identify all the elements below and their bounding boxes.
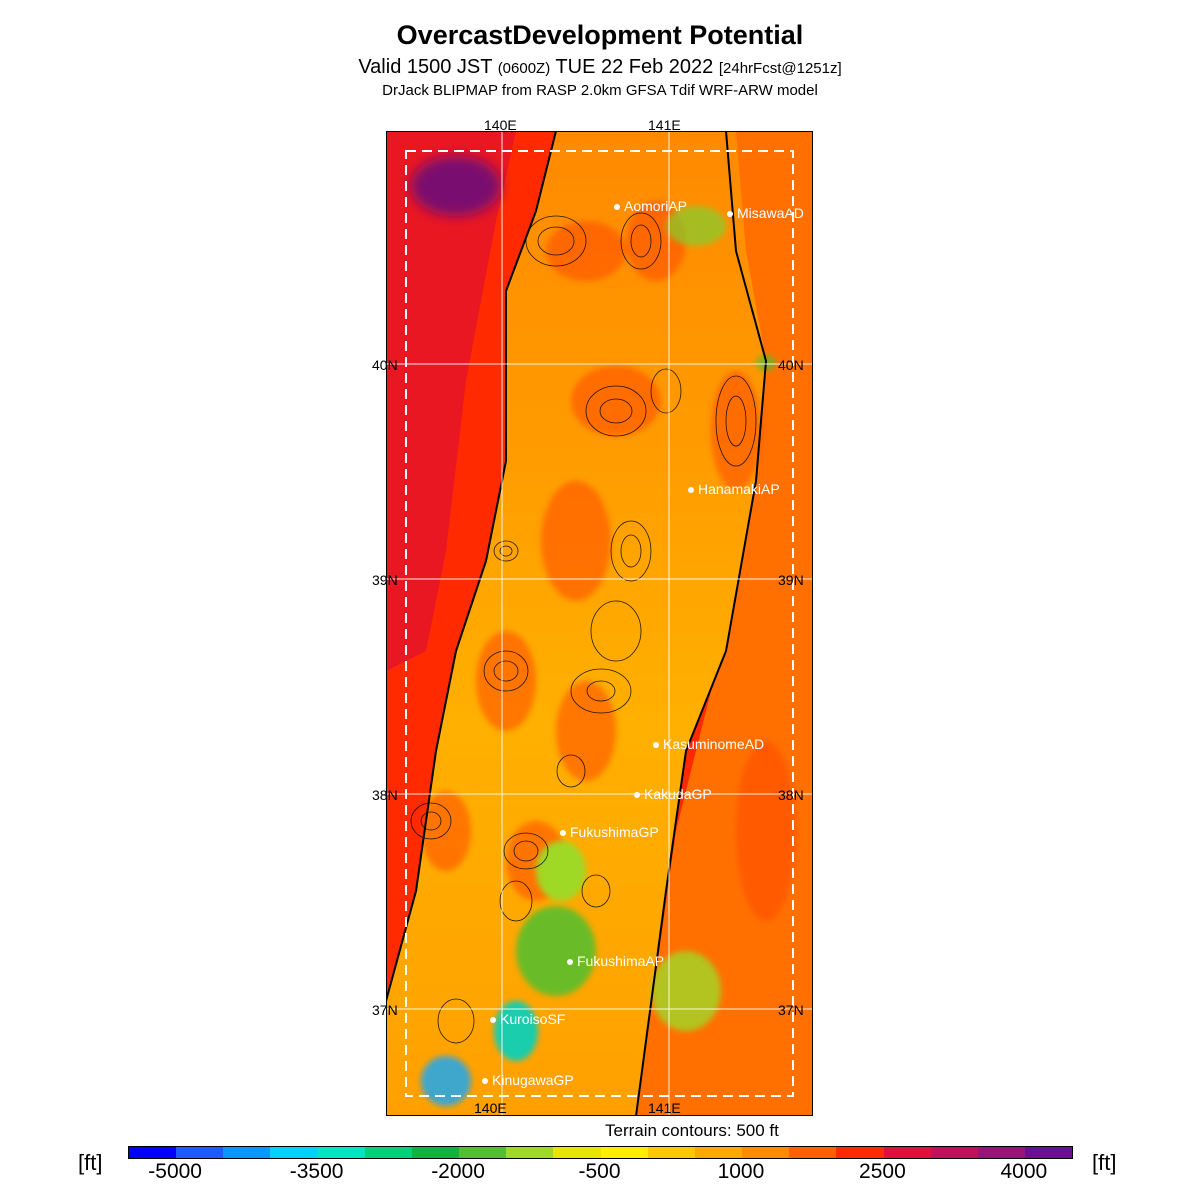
station-kuroiso-sf: KuroisoSF bbox=[490, 1012, 565, 1026]
station-marker-icon bbox=[614, 204, 620, 211]
zulu-time: (0600Z) bbox=[497, 60, 551, 77]
lat-label-left-40n: 40N bbox=[372, 357, 398, 373]
lon-label-bottom-140e: 140E bbox=[474, 1100, 507, 1116]
lat-label-right-38n: 38N bbox=[778, 787, 804, 803]
lat-label-right-40n: 40N bbox=[778, 357, 804, 373]
station-aomori-ap: AomoriAP bbox=[614, 199, 687, 213]
terrain-contours bbox=[410, 212, 757, 1044]
lon-label-bottom-141e: 141E bbox=[648, 1100, 681, 1116]
forecast-date: TUE 22 Feb 2022 bbox=[555, 56, 714, 78]
station-kakuda-gp: KakudaGP bbox=[634, 787, 712, 801]
lat-label-right-39n: 39N bbox=[778, 572, 804, 588]
colorbar-unit-right: [ft] bbox=[1092, 1150, 1117, 1175]
colorbar-tick-label: -3500 bbox=[289, 1160, 344, 1183]
lon-label-top-140e: 140E bbox=[484, 117, 517, 133]
station-marker-icon bbox=[490, 1017, 496, 1024]
colorbar-tick-label: 1000 bbox=[717, 1160, 765, 1183]
land-area bbox=[386, 131, 766, 1116]
station-marker-icon bbox=[567, 959, 573, 966]
station-marker-icon bbox=[482, 1078, 488, 1085]
map-frame bbox=[386, 131, 813, 1116]
coastline bbox=[386, 131, 557, 1002]
colorbar-swatch bbox=[129, 1147, 177, 1158]
colorbar-swatch bbox=[883, 1147, 931, 1158]
station-marker-icon bbox=[727, 211, 733, 218]
colorbar-swatch bbox=[223, 1147, 271, 1158]
colorbar-tick-label: -2000 bbox=[431, 1160, 485, 1183]
station-marker-icon bbox=[653, 742, 659, 749]
station-marker-icon bbox=[688, 487, 694, 494]
domain-boundary bbox=[405, 150, 794, 1097]
colorbar-swatch bbox=[506, 1147, 554, 1158]
colorbar bbox=[128, 1146, 1073, 1159]
lat-label-left-38n: 38N bbox=[372, 787, 398, 803]
colorbar-tick-label: 2500 bbox=[859, 1160, 906, 1183]
lat-label-right-37n: 37N bbox=[778, 1002, 804, 1018]
colorbar-swatch bbox=[694, 1147, 743, 1158]
lat-label-left-37n: 37N bbox=[372, 1002, 398, 1018]
colorbar-tick-label: 4000 bbox=[1000, 1160, 1048, 1183]
colorbar-swatch bbox=[742, 1147, 790, 1158]
lon-label-top-141e: 141E bbox=[648, 117, 681, 133]
colorbar-swatch bbox=[836, 1147, 884, 1158]
map-panel: 140E 141E 140E 141E 40N 39N 38N 37N 40N … bbox=[372, 118, 813, 1116]
colorbar-swatch bbox=[789, 1147, 837, 1158]
high-potential-zones bbox=[421, 201, 796, 921]
station-fukushima-ap: FukushimaAP bbox=[567, 954, 664, 968]
forecast-map bbox=[386, 131, 813, 1116]
colorbar-swatch bbox=[411, 1147, 460, 1158]
colorbar-swatch bbox=[553, 1147, 601, 1158]
valid-time-line: Valid 1500 JST (0600Z) TUE 22 Feb 2022 [… bbox=[0, 56, 1200, 79]
station-kinugawa-gp: KinugawaGP bbox=[482, 1073, 574, 1087]
model-description: DrJack BLIPMAP from RASP 2.0km GFSA Tdif… bbox=[382, 82, 818, 99]
colorbar-swatch bbox=[977, 1147, 1025, 1158]
colorbar-swatch bbox=[459, 1147, 507, 1158]
colorbar-unit-left: [ft] bbox=[78, 1150, 103, 1175]
station-fukushima-gp: FukushimaGP bbox=[560, 825, 659, 839]
colorbar-swatch bbox=[1024, 1147, 1073, 1158]
colorbar-swatch bbox=[600, 1147, 648, 1158]
chart-title: OvercastDevelopment Potential bbox=[396, 20, 804, 50]
sea-offshore-band bbox=[386, 131, 516, 671]
station-misawa-ad: MisawaAD bbox=[727, 206, 804, 220]
colorbar-swatch bbox=[317, 1147, 365, 1158]
forecast-run: [24hrFcst@1251z] bbox=[718, 60, 842, 77]
valid-time: Valid 1500 JST bbox=[358, 56, 493, 78]
colorbar-swatch bbox=[364, 1147, 412, 1158]
colorbar-tick-label: -5000 bbox=[148, 1160, 202, 1183]
lat-label-left-39n: 39N bbox=[372, 572, 398, 588]
colorbar-tick-label: -500 bbox=[578, 1160, 621, 1183]
colorbar-swatch bbox=[270, 1147, 318, 1158]
terrain-contour-note: Terrain contours: 500 ft bbox=[605, 1121, 779, 1140]
colorbar-swatch bbox=[930, 1147, 978, 1158]
colorbar-swatch bbox=[647, 1147, 695, 1158]
graticule bbox=[386, 131, 813, 1116]
sea-maximum bbox=[411, 156, 501, 216]
colorbar-swatch bbox=[176, 1147, 224, 1158]
station-marker-icon bbox=[560, 830, 566, 837]
station-marker-icon bbox=[634, 792, 640, 799]
station-kasuminome-ad: KasuminomeAD bbox=[653, 737, 764, 751]
station-hanamaki-ap: HanamakiAP bbox=[688, 482, 780, 496]
